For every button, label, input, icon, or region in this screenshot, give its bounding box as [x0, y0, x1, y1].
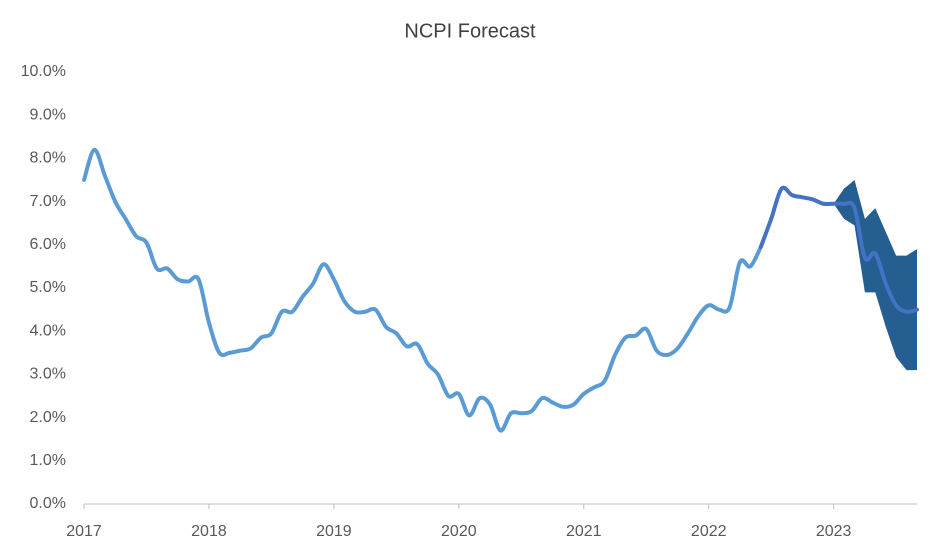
forecast-band	[833, 180, 917, 371]
x-tick-label: 2022	[691, 523, 727, 540]
y-tick-label: 0.0%	[30, 495, 66, 512]
y-tick-label: 4.0%	[30, 322, 66, 339]
x-tick-label: 2021	[566, 523, 602, 540]
x-tick-label: 2019	[316, 523, 352, 540]
chart-title: NCPI Forecast	[404, 20, 536, 42]
y-tick-label: 2.0%	[30, 409, 66, 426]
y-tick-label: 8.0%	[30, 150, 66, 167]
series-line	[82, 147, 763, 433]
x-tick-label: 2017	[66, 523, 102, 540]
y-tick-label: 3.0%	[30, 366, 66, 383]
y-tick-label: 10.0%	[21, 63, 66, 80]
y-tick-label: 9.0%	[30, 106, 66, 123]
y-tick-label: 6.0%	[30, 236, 66, 253]
x-tick-label: 2023	[816, 523, 852, 540]
series-line	[758, 185, 919, 314]
x-tick-label: 2018	[191, 523, 227, 540]
y-tick-label: 5.0%	[30, 279, 66, 296]
y-tick-label: 7.0%	[30, 193, 66, 210]
x-tick-label: 2020	[441, 523, 477, 540]
y-tick-label: 1.0%	[30, 452, 66, 469]
